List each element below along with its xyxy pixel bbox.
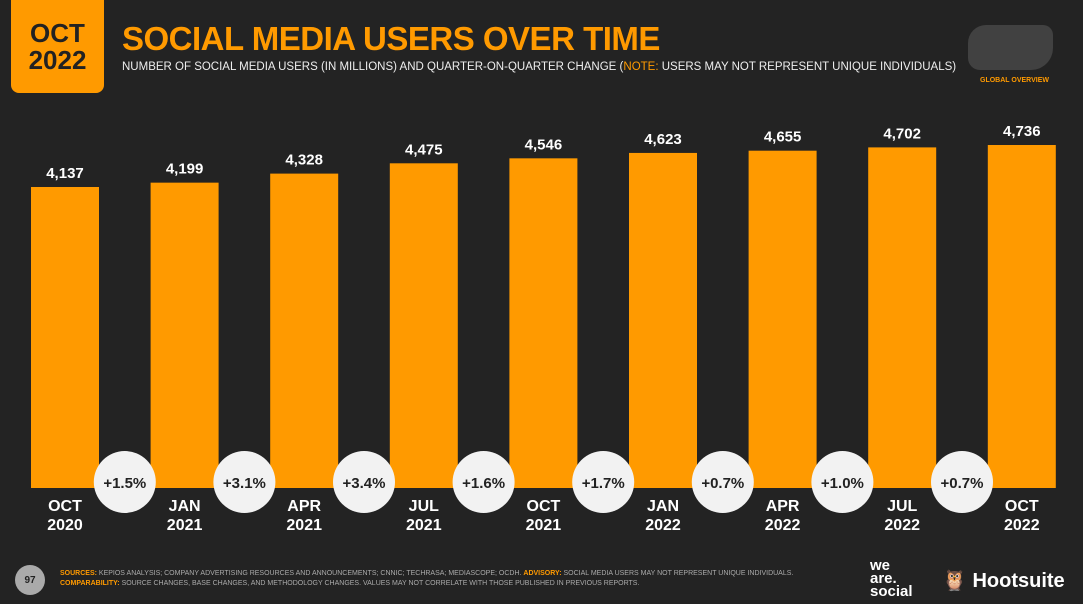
change-bubble <box>931 451 993 513</box>
bar <box>868 147 937 488</box>
change-bubble <box>452 451 515 513</box>
change-label: +0.7% <box>701 475 744 492</box>
date-year: 2022 <box>28 44 87 75</box>
change-bubble <box>691 451 754 513</box>
change-bubble <box>333 451 395 513</box>
value-label: 4,199 <box>166 161 204 178</box>
bar-chart: 4,137 OCT 2020 4,199 JAN 2021 4,328 APR 2021 4,47… <box>31 123 1056 534</box>
change-label: +1.7% <box>582 475 625 492</box>
page-title: SOCIAL MEDIA USERS OVER TIME <box>122 20 660 57</box>
world-map-icon <box>968 25 1053 70</box>
comparability-label: COMPARABILITY: <box>60 580 120 587</box>
bar <box>509 158 578 489</box>
comparability-text: SOURCE CHANGES, BASE CHANGES, AND METHOD… <box>119 580 640 587</box>
subtitle-note-text: USERS MAY NOT REPRESENT UNIQUE INDIVIDUA… <box>658 61 957 73</box>
bar <box>150 182 219 489</box>
bar <box>389 163 458 489</box>
value-label: 4,546 <box>525 136 563 153</box>
hootsuite-logo: 🦉 Hootsuite <box>942 570 1065 592</box>
value-label: 4,655 <box>764 129 802 146</box>
change-label: +3.1% <box>223 475 266 492</box>
value-label: 4,702 <box>883 125 921 142</box>
x-tick-month: JUL <box>409 498 439 515</box>
value-label: 4,475 <box>405 141 443 158</box>
x-tick-month: APR <box>766 498 800 515</box>
x-tick-year: 2021 <box>526 517 562 534</box>
value-label: 4,137 <box>46 165 84 182</box>
page-number: 97 <box>15 565 45 595</box>
sources-label: SOURCES: <box>60 570 97 577</box>
date-month: OCT <box>30 17 85 48</box>
x-tick-year: 2022 <box>1004 517 1040 534</box>
x-tick-year: 2021 <box>167 517 203 534</box>
x-tick-month: OCT <box>48 498 82 515</box>
x-tick-month: APR <box>287 498 321 515</box>
subtitle: NUMBER OF SOCIAL MEDIA USERS (IN MILLION… <box>122 61 956 73</box>
x-tick-year: 2022 <box>645 517 681 534</box>
footer-sources: SOURCES: KEPIOS ANALYSIS; COMPANY ADVERT… <box>60 569 840 589</box>
we-are-social-logo: we are. social <box>870 557 913 600</box>
x-tick-year: 2021 <box>286 517 322 534</box>
x-tick-year: 2022 <box>884 517 920 534</box>
x-tick-month: OCT <box>527 498 561 515</box>
value-label: 4,623 <box>644 131 682 148</box>
bar <box>270 173 339 489</box>
x-tick-month: JAN <box>169 498 201 515</box>
x-tick-year: 2021 <box>406 517 442 534</box>
x-tick-year: 2020 <box>47 517 83 534</box>
subtitle-text: NUMBER OF SOCIAL MEDIA USERS (IN MILLION… <box>122 61 624 73</box>
change-label: +1.0% <box>821 475 864 492</box>
date-badge: OCT 2022 <box>11 0 104 93</box>
change-bubble <box>213 451 276 513</box>
note-label: NOTE: <box>623 61 659 73</box>
sources-text: KEPIOS ANALYSIS; COMPANY ADVERTISING RES… <box>96 570 524 577</box>
change-bubble <box>93 451 156 513</box>
change-label: +3.4% <box>343 475 386 492</box>
x-tick-year: 2022 <box>765 517 801 534</box>
change-bubble <box>572 451 635 513</box>
advisory-label: ADVISORY: <box>523 570 562 577</box>
bar <box>629 152 697 488</box>
change-label: +1.6% <box>462 475 505 492</box>
x-tick-month: OCT <box>1005 498 1039 515</box>
bar <box>748 150 817 488</box>
x-tick-month: JAN <box>647 498 679 515</box>
bar <box>987 145 1056 488</box>
value-label: 4,328 <box>285 152 323 169</box>
change-label: +0.7% <box>941 475 984 492</box>
change-label: +1.5% <box>103 475 146 492</box>
global-overview-label: GLOBAL OVERVIEW <box>980 77 1049 84</box>
value-label: 4,736 <box>1003 123 1041 140</box>
bar <box>31 186 99 488</box>
advisory-text: SOCIAL MEDIA USERS MAY NOT REPRESENT UNI… <box>561 570 794 577</box>
x-tick-month: JUL <box>887 498 917 515</box>
change-bubble <box>811 451 874 513</box>
